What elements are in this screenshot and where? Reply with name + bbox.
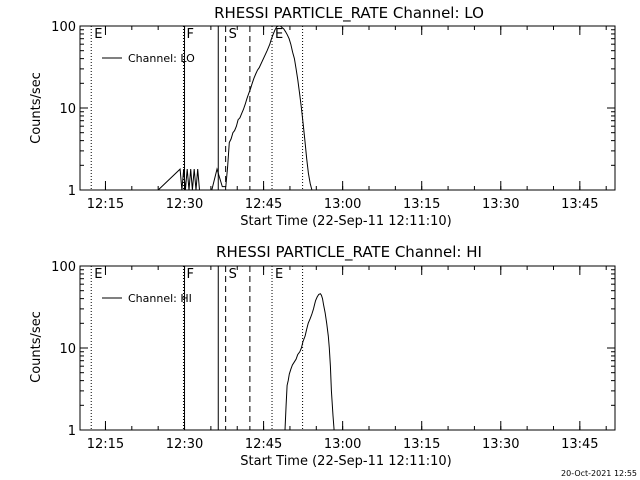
y-tick-label: 10 — [59, 102, 76, 117]
chart-title: RHESSI PARTICLE_RATE Channel: HI — [216, 243, 482, 262]
y-tick-label: 10 — [59, 342, 76, 357]
x-tick-label: 13:45 — [561, 197, 598, 212]
plot-area: 1 10 100 12:15 12:30 12:45 13:00 13:15 13:30 13:4… — [51, 260, 616, 452]
x-tick-label: 13:45 — [561, 437, 598, 452]
x-tick-label: 12:45 — [245, 197, 282, 212]
event-marker-label: S — [229, 27, 237, 42]
x-tick-label: 12:30 — [166, 437, 203, 452]
generated-timestamp: 20-Oct-2021 12:55 — [561, 469, 637, 478]
chart-title: RHESSI PARTICLE_RATE Channel: LO — [214, 4, 484, 23]
x-tick-label: 13:00 — [324, 437, 361, 452]
series-line — [284, 293, 335, 431]
y-axis-label: Counts/sec — [29, 72, 44, 144]
x-tick-label: 13:15 — [403, 437, 440, 452]
event-marker-label: E — [94, 267, 102, 282]
plot-area: 1 10 100 12:15 12:30 12:45 13:00 13:15 13:30 13:4… — [51, 20, 616, 212]
event-marker-label: F — [186, 267, 193, 282]
event-marker-label: E — [275, 267, 283, 282]
y-tick-label: 1 — [68, 184, 76, 199]
y-tick-label: 100 — [51, 260, 76, 275]
x-axis-label: Start Time (22-Sep-11 12:11:10) — [240, 454, 451, 469]
y-tick-label: 100 — [51, 20, 76, 35]
legend-label: Channel: LO — [128, 52, 195, 65]
panel-lo: RHESSI PARTICLE_RATE Channel: LO Counts/… — [29, 4, 616, 229]
x-tick-label: 13:15 — [403, 197, 440, 212]
y-tick-label: 1 — [68, 424, 76, 439]
event-marker-label: E — [94, 27, 102, 42]
x-tick-label: 12:45 — [245, 437, 282, 452]
panel-hi: RHESSI PARTICLE_RATE Channel: HI Counts/… — [29, 243, 616, 469]
event-marker-label: S — [229, 267, 237, 282]
x-tick-label: 12:15 — [87, 437, 124, 452]
x-tick-label: 13:30 — [482, 197, 519, 212]
legend-label: Channel: HI — [128, 292, 192, 305]
event-marker-label: F — [186, 27, 193, 42]
event-marker-label: E — [275, 27, 283, 42]
x-tick-label: 12:15 — [87, 197, 124, 212]
x-tick-label: 12:30 — [166, 197, 203, 212]
series-line — [144, 25, 318, 191]
x-tick-label: 13:00 — [324, 197, 361, 212]
x-axis-label: Start Time (22-Sep-11 12:11:10) — [240, 214, 451, 229]
y-axis-label: Counts/sec — [29, 311, 44, 383]
x-tick-label: 13:30 — [482, 437, 519, 452]
